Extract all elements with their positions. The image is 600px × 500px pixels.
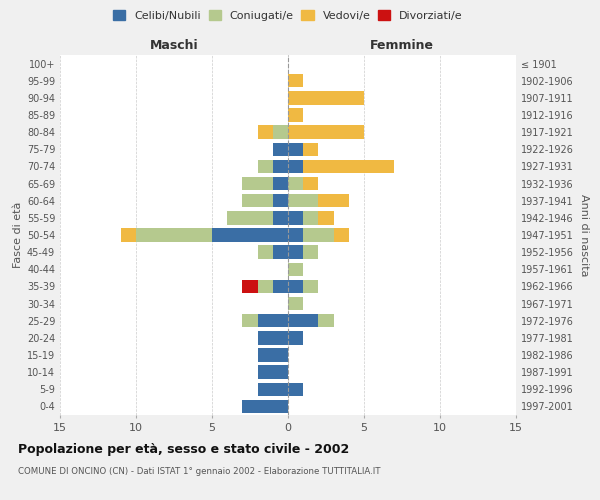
Bar: [257, 314, 288, 328]
Bar: [288, 262, 303, 276]
Bar: [288, 160, 303, 173]
Text: Maschi: Maschi: [149, 40, 199, 52]
Bar: [273, 246, 288, 259]
Bar: [288, 126, 364, 139]
Bar: [257, 126, 273, 139]
Text: Popolazione per età, sesso e stato civile - 2002: Popolazione per età, sesso e stato civil…: [18, 442, 349, 456]
Bar: [288, 297, 303, 310]
Bar: [319, 211, 334, 224]
Bar: [212, 228, 288, 241]
Bar: [319, 314, 334, 328]
Bar: [242, 314, 257, 328]
Bar: [273, 142, 288, 156]
Bar: [227, 211, 273, 224]
Bar: [273, 194, 288, 207]
Bar: [257, 280, 273, 293]
Bar: [288, 314, 319, 328]
Bar: [303, 246, 319, 259]
Bar: [257, 160, 273, 173]
Bar: [303, 142, 319, 156]
Bar: [273, 126, 288, 139]
Text: COMUNE DI ONCINO (CN) - Dati ISTAT 1° gennaio 2002 - Elaborazione TUTTITALIA.IT: COMUNE DI ONCINO (CN) - Dati ISTAT 1° ge…: [18, 468, 380, 476]
Bar: [288, 108, 303, 122]
Bar: [257, 366, 288, 379]
Bar: [288, 228, 303, 241]
Bar: [121, 228, 136, 241]
Legend: Celibi/Nubili, Coniugati/e, Vedovi/e, Divorziati/e: Celibi/Nubili, Coniugati/e, Vedovi/e, Di…: [111, 8, 465, 23]
Bar: [242, 177, 273, 190]
Bar: [288, 74, 303, 88]
Bar: [288, 211, 303, 224]
Bar: [319, 194, 349, 207]
Bar: [303, 177, 319, 190]
Bar: [303, 211, 319, 224]
Bar: [288, 331, 303, 344]
Bar: [257, 382, 288, 396]
Y-axis label: Anni di nascita: Anni di nascita: [579, 194, 589, 276]
Bar: [303, 228, 334, 241]
Bar: [288, 91, 364, 104]
Bar: [257, 331, 288, 344]
Bar: [288, 246, 303, 259]
Bar: [242, 194, 273, 207]
Bar: [242, 400, 288, 413]
Bar: [288, 280, 303, 293]
Bar: [273, 280, 288, 293]
Bar: [257, 246, 273, 259]
Bar: [303, 280, 319, 293]
Bar: [273, 211, 288, 224]
Bar: [288, 194, 319, 207]
Bar: [288, 177, 303, 190]
Y-axis label: Fasce di età: Fasce di età: [13, 202, 23, 268]
Bar: [288, 382, 303, 396]
Bar: [288, 142, 303, 156]
Bar: [273, 177, 288, 190]
Bar: [273, 160, 288, 173]
Bar: [334, 228, 349, 241]
Text: Femmine: Femmine: [370, 40, 434, 52]
Bar: [136, 228, 212, 241]
Bar: [242, 280, 257, 293]
Bar: [257, 348, 288, 362]
Bar: [303, 160, 394, 173]
